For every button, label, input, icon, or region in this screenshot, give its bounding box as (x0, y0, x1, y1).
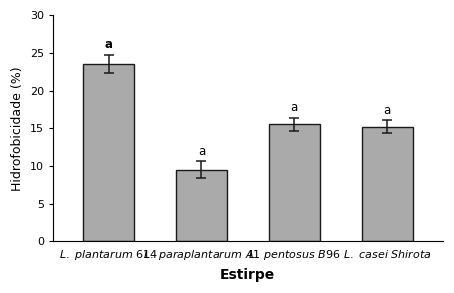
Text: a: a (384, 103, 391, 117)
Text: a: a (198, 145, 205, 158)
X-axis label: Estirpe: Estirpe (220, 268, 276, 282)
Text: a: a (291, 101, 298, 114)
Y-axis label: Hidrofobicidade (%): Hidrofobicidade (%) (11, 66, 24, 190)
Bar (269, 125, 320, 241)
Bar (83, 64, 134, 241)
Text: a: a (104, 38, 113, 51)
Bar (176, 170, 227, 241)
Bar (362, 127, 413, 241)
